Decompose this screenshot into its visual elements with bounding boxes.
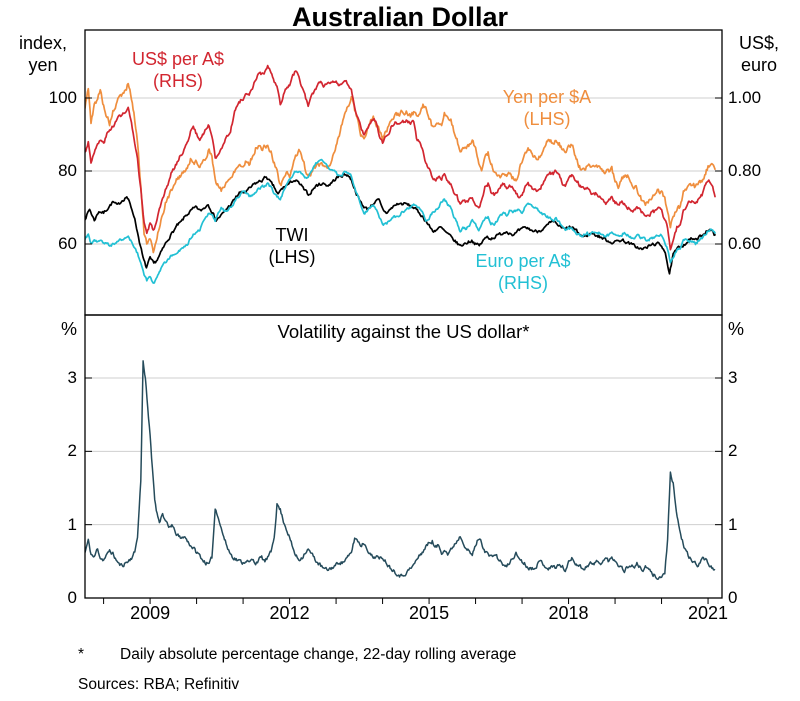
line-us-per-a- (85, 64, 716, 251)
top-panel-border (84, 29, 723, 316)
line-euro-per-a- (85, 158, 716, 284)
line-twi (85, 172, 716, 275)
volatility-series (85, 360, 716, 580)
bottom-panel-border (84, 314, 723, 599)
line-yen-per-a (85, 82, 716, 254)
line-volatility (85, 360, 716, 580)
exchange-rate-series (85, 64, 716, 284)
